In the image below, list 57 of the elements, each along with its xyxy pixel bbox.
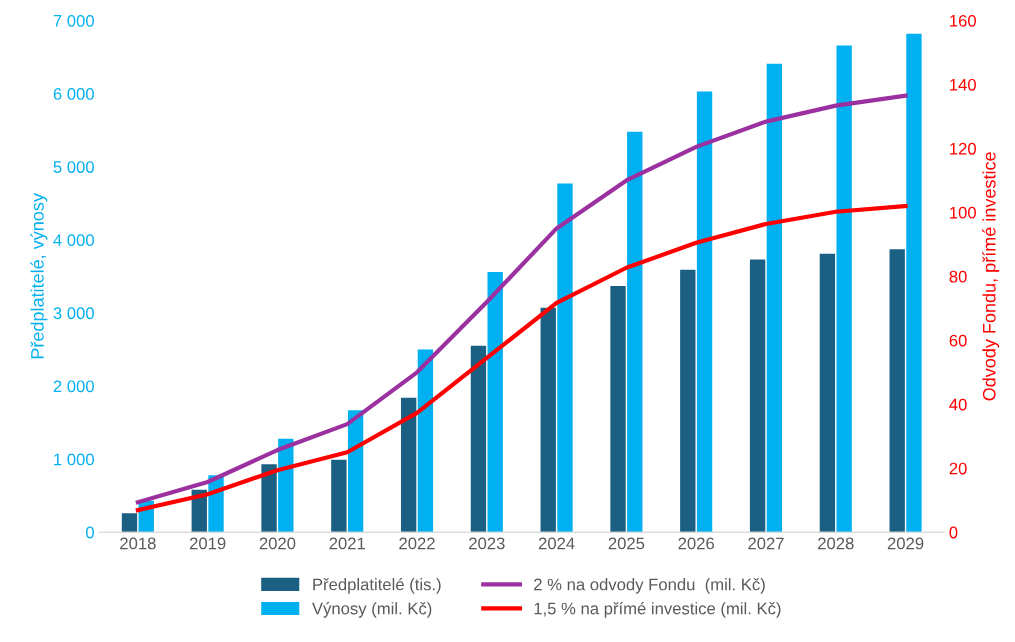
y2-tick-label: 0 [949, 526, 958, 539]
y-tick-label: 5 000 [53, 161, 94, 173]
x-tick-label: 2018 [120, 537, 156, 550]
y-tick-label: 3 000 [53, 307, 94, 320]
legend-label: 2 % na odvody Fondu (mil. Kč) [534, 578, 765, 594]
y-tick-label: 1 000 [54, 453, 94, 466]
bar [121, 513, 138, 533]
y-axis-title: Předplatitelé, výnosy [30, 193, 48, 359]
x-tick-label: 2021 [329, 537, 365, 550]
line-series [135, 93, 908, 505]
legend-label: 1,5 % na přímé investice (mil. Kč) [534, 601, 781, 618]
y-tick-label: 7 000 [53, 14, 94, 27]
x-tick-label: 2022 [399, 537, 435, 550]
bar [680, 269, 696, 533]
bar [331, 459, 347, 533]
x-tick-label: 2023 [469, 537, 505, 550]
bar [749, 259, 766, 533]
x-tick-label: 2025 [608, 537, 645, 550]
bar [557, 183, 573, 533]
bar [627, 131, 643, 533]
y-tick-label: 2 000 [53, 380, 94, 393]
bar [540, 307, 556, 533]
line-series [135, 203, 908, 513]
y2-tick-label: 60 [949, 334, 967, 347]
y-tick-label: 0 [85, 526, 94, 539]
y2-tick-label: 20 [949, 462, 967, 475]
bar [417, 349, 434, 533]
bar [836, 45, 852, 533]
bar [696, 91, 713, 533]
x-tick-label: 2027 [748, 537, 784, 550]
legend-label: Výnosy (mil. Kč) [312, 601, 432, 618]
bar [347, 410, 364, 533]
y-tick-label: 6 000 [53, 88, 94, 100]
bar [470, 345, 487, 533]
y2-tick-label: 100 [950, 206, 976, 219]
bar [906, 33, 922, 533]
y2-tick-label: 40 [949, 398, 967, 411]
y2-axis-title: Odvody Fondu, přímé investice [982, 152, 1000, 401]
x-tick-label: 2024 [538, 537, 575, 550]
bar [261, 464, 277, 533]
y2-tick-label: 140 [950, 78, 976, 91]
x-tick-label: 2028 [818, 537, 854, 550]
bar [487, 272, 503, 533]
y2-tick-label: 80 [949, 270, 967, 283]
x-tick-label: 2019 [189, 537, 226, 550]
bar [819, 253, 836, 533]
x-tick-label: 2020 [259, 537, 296, 550]
bar [400, 397, 417, 533]
bar [889, 249, 905, 533]
legend-label: Předplatitelé (tis.) [313, 577, 441, 594]
y2-tick-label: 120 [950, 142, 976, 155]
bar [766, 63, 783, 533]
y2-tick-label: 160 [950, 14, 976, 27]
x-tick-label: 2026 [678, 537, 714, 550]
x-tick-label: 2029 [887, 537, 924, 550]
y-tick-label: 4 000 [53, 234, 94, 247]
bar [610, 285, 626, 533]
